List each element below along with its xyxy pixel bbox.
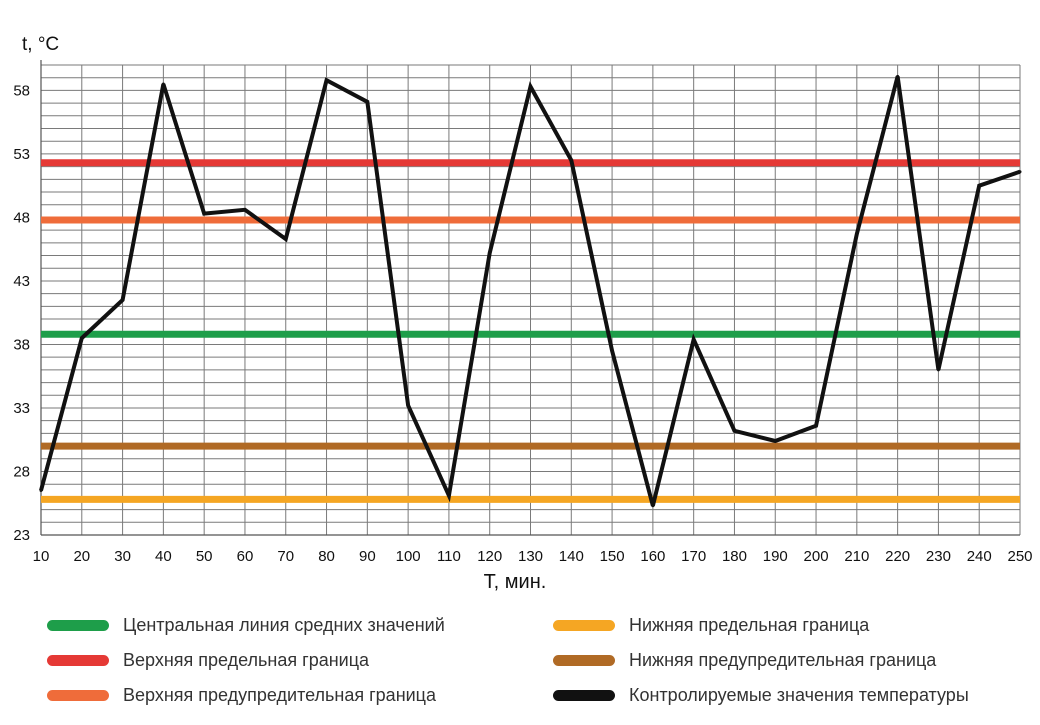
legend-label: Контролируемые значения температуры — [629, 685, 969, 705]
data-point — [325, 78, 329, 82]
x-tick-label: 180 — [722, 548, 747, 565]
x-tick-labels: 10 20 30 40 50 60 70 80 90 100 110 120 130 140 150 160 1… — [33, 548, 1033, 565]
y-axis-label: t, °C — [22, 34, 59, 55]
data-point — [488, 251, 492, 255]
data-point — [1018, 170, 1022, 174]
x-tick-label: 100 — [396, 548, 421, 565]
x-tick-label: 50 — [196, 548, 213, 565]
data-point — [732, 429, 736, 433]
x-tick-label: 210 — [844, 548, 869, 565]
y-tick-label: 53 — [13, 146, 30, 163]
legend-item: Нижняя предельная граница — [553, 615, 869, 636]
data-point — [977, 184, 981, 188]
x-tick-label: 220 — [885, 548, 910, 565]
x-tick-label: 40 — [155, 548, 172, 565]
legend-swatch — [47, 655, 109, 666]
x-tick-label: 20 — [73, 548, 90, 565]
grid — [40, 60, 1021, 536]
y-tick-label: 23 — [13, 527, 30, 544]
data-point — [39, 489, 43, 493]
legend-item: Центральная линия средних значений — [47, 615, 445, 636]
data-point — [855, 232, 859, 236]
data-point — [814, 424, 818, 428]
data-point — [569, 158, 573, 162]
data-point — [692, 337, 696, 341]
legend-label: Нижняя предельная граница — [629, 615, 870, 635]
x-tick-label: 170 — [681, 548, 706, 565]
x-axis-label: T, мин. — [484, 571, 547, 593]
legend-swatch — [553, 690, 615, 701]
data-point — [202, 212, 206, 216]
x-tick-label: 230 — [926, 548, 951, 565]
x-tick-label: 90 — [359, 548, 376, 565]
data-point — [161, 82, 165, 86]
data-point — [529, 85, 532, 89]
x-tick-label: 190 — [763, 548, 788, 565]
data-point — [243, 208, 247, 212]
data-point — [365, 100, 369, 104]
x-tick-label: 150 — [600, 548, 625, 565]
data-point — [651, 504, 655, 508]
data-point — [284, 237, 288, 241]
x-tick-label: 70 — [277, 548, 294, 565]
legend-swatch — [47, 620, 109, 631]
data-point — [406, 403, 410, 407]
series-layer — [39, 74, 1022, 508]
data-point — [610, 349, 614, 353]
x-tick-label: 80 — [318, 548, 335, 565]
legend-swatch — [47, 690, 109, 701]
legend-label: Нижняя предупредительная граница — [629, 650, 937, 670]
x-tick-label: 140 — [559, 548, 584, 565]
y-tick-label: 58 — [13, 82, 30, 99]
x-tick-label: 160 — [640, 548, 665, 565]
y-tick-label: 48 — [13, 209, 30, 226]
x-tick-label: 30 — [114, 548, 131, 565]
legend-item: Контролируемые значения температуры — [553, 685, 969, 706]
control-chart: 23 28 33 38 43 48 53 58 10 20 30 40 50 60 70 80 90 100 11… — [13, 34, 1033, 593]
x-tick-label: 120 — [477, 548, 502, 565]
x-tick-label: 200 — [804, 548, 829, 565]
reference-lines — [41, 159, 1020, 503]
legend-label: Центральная линия средних значений — [123, 615, 445, 635]
y-tick-label: 28 — [13, 463, 30, 480]
legend-label: Верхняя предельная граница — [123, 650, 370, 670]
data-point — [936, 368, 940, 372]
data-point — [773, 439, 777, 443]
legend-label: Верхняя предупредительная граница — [123, 685, 437, 705]
legend-item: Нижняя предупредительная граница — [553, 650, 936, 671]
x-tick-label: 10 — [33, 548, 50, 565]
y-tick-label: 33 — [13, 400, 30, 417]
y-tick-label: 43 — [13, 273, 30, 290]
x-tick-label: 250 — [1007, 548, 1032, 565]
data-point — [121, 298, 125, 302]
legend-swatch — [553, 655, 615, 666]
legend-item: Верхняя предупредительная граница — [47, 685, 436, 706]
x-tick-label: 110 — [437, 548, 461, 565]
data-point — [80, 336, 84, 340]
legend: Центральная линия средних значений Нижняя… — [0, 600, 1040, 725]
legend-swatch — [553, 620, 615, 631]
legend-item: Верхняя предельная граница — [47, 650, 369, 671]
x-tick-label: 60 — [237, 548, 254, 565]
y-tick-label: 38 — [13, 336, 30, 353]
x-tick-label: 130 — [518, 548, 543, 565]
y-tick-labels: 23 28 33 38 43 48 53 58 — [13, 82, 30, 544]
x-tick-label: 240 — [967, 548, 992, 565]
data-point — [447, 494, 451, 498]
data-point — [896, 74, 900, 78]
